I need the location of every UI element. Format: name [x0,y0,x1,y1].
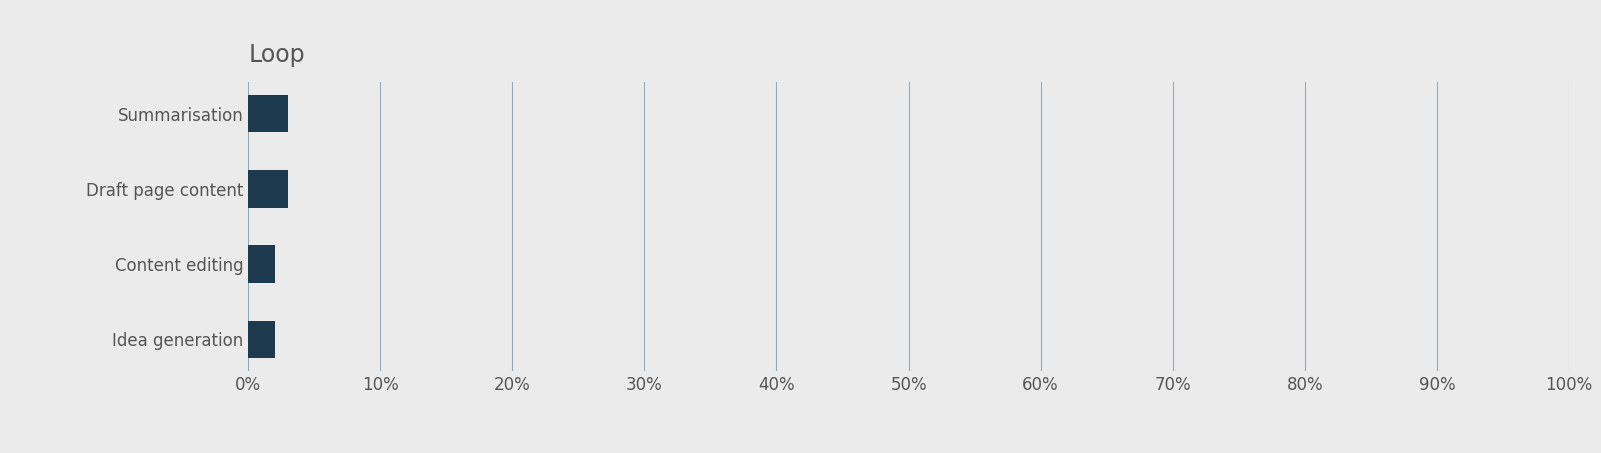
Bar [248,321,275,358]
Bar [248,170,288,207]
Text: Loop: Loop [248,43,304,67]
Bar [248,95,288,132]
Bar [248,246,275,283]
